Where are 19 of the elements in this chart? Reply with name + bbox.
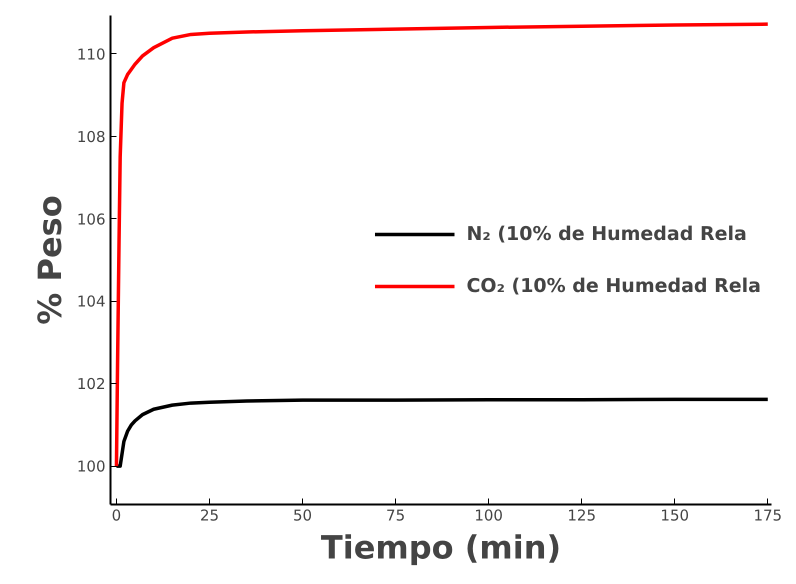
x-tick-label: 125: [567, 506, 596, 524]
x-tick-label: 25: [200, 506, 220, 524]
legend-label: N₂ (10% de Humedad Rela: [466, 222, 747, 244]
x-tick-label: 100: [474, 506, 503, 524]
x-tick-label: 50: [293, 506, 312, 524]
x-tick-label: 150: [660, 506, 690, 524]
y-axis-title: % Peso: [30, 195, 69, 325]
line-series: [114, 22, 770, 468]
y-tick-label: 110: [76, 45, 106, 64]
legend-label: CO₂ (10% de Humedad Rela: [466, 274, 761, 296]
y-tick-label: 102: [76, 375, 106, 394]
y-tick-label: 104: [76, 292, 106, 311]
y-tick-label: 106: [76, 210, 106, 228]
x-tick-label: 175: [753, 506, 782, 524]
x-axis-title: Tiempo (min): [320, 528, 562, 566]
y-tick-label: 108: [76, 128, 106, 146]
x-tick-label: 75: [386, 506, 406, 524]
y-tick-label: 100: [76, 458, 106, 476]
x-tick-label: 0: [112, 506, 122, 524]
